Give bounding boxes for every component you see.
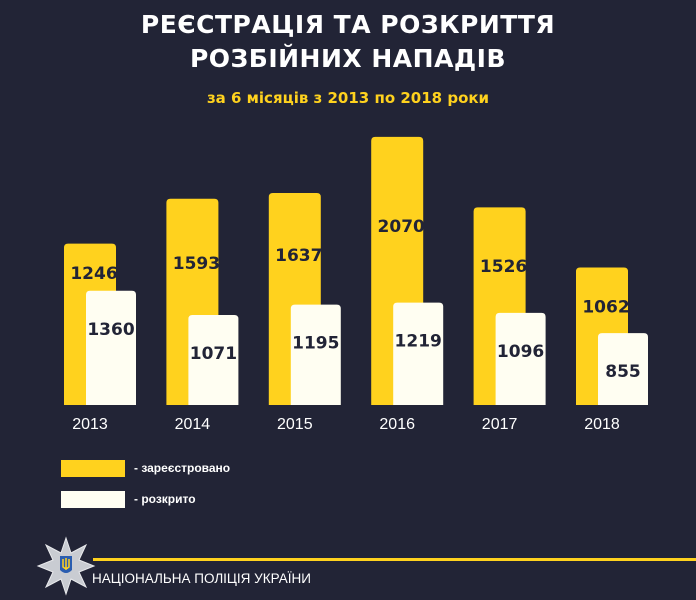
data-label-solved: 1071 (190, 344, 237, 364)
police-star-icon (36, 536, 96, 596)
footer-divider (93, 558, 696, 561)
bar-chart: 1246 1360 2013 1593 1071 2014 1637 1195 2015 2070… (64, 136, 648, 433)
footer-org-name: НАЦІОНАЛЬНА ПОЛІЦІЯ УКРАЇНИ (92, 571, 311, 586)
legend-label-registered: - зареєстровано (134, 461, 231, 475)
data-label-registered: 2070 (378, 217, 425, 237)
x-tick-label: 2017 (482, 416, 518, 433)
x-tick-label: 2018 (584, 416, 620, 433)
chart-subtitle: за 6 місяців з 2013 по 2018 роки (206, 89, 490, 107)
chart-title-line1: РЕЄСТРАЦІЯ ТА РОЗКРИТТЯ (140, 10, 556, 39)
bar-solved (290, 304, 341, 405)
x-tick-label: 2015 (277, 416, 313, 433)
legend-swatch-solved (61, 491, 125, 508)
data-label-solved: 1360 (87, 320, 134, 340)
data-label-solved: 1195 (292, 334, 339, 354)
x-tick-label: 2016 (379, 416, 415, 433)
legend-swatch-registered (61, 460, 125, 477)
data-label-registered: 1526 (480, 257, 527, 277)
data-label-registered: 1246 (70, 264, 117, 284)
data-label-solved: 1219 (395, 332, 442, 352)
bar-solved (495, 312, 546, 405)
bar-solved (86, 290, 136, 405)
data-label-registered: 1062 (582, 297, 629, 317)
chart-title-line2: РОЗБІЙНИХ НАПАДІВ (189, 44, 507, 73)
bar-solved (188, 315, 239, 405)
x-tick-label: 2013 (72, 416, 108, 433)
data-label-solved: 855 (605, 362, 641, 382)
bar-solved (393, 302, 444, 405)
bar-solved (598, 333, 648, 405)
legend-label-solved: - розкрито (134, 492, 196, 506)
data-label-registered: 1593 (173, 254, 220, 274)
data-label-registered: 1637 (275, 246, 322, 266)
x-tick-label: 2014 (175, 416, 211, 433)
data-label-solved: 1096 (497, 342, 544, 362)
